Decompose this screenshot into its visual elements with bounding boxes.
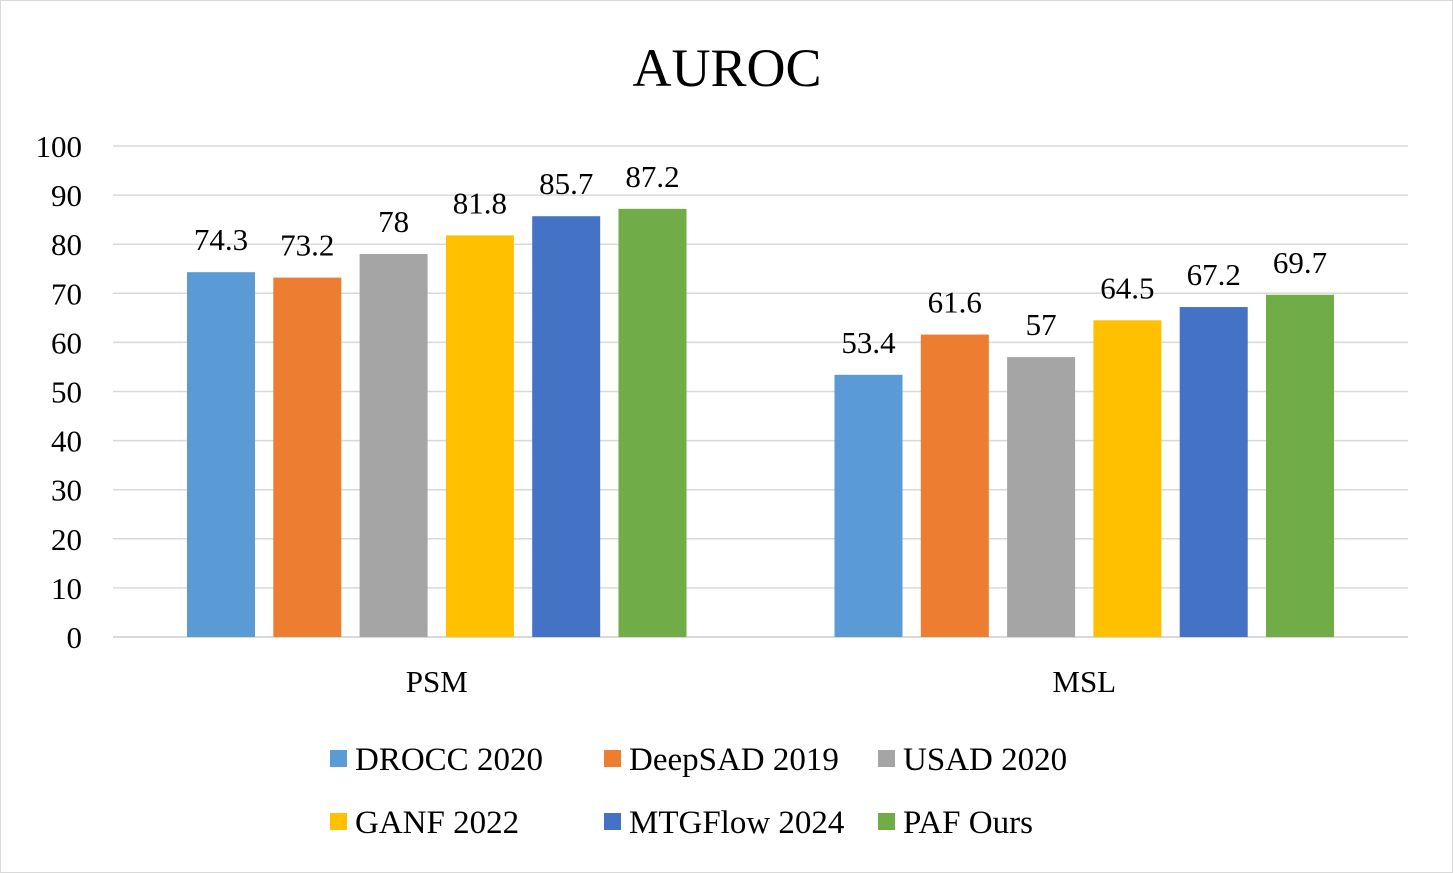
bar-deepsad-2019-psm <box>273 277 342 637</box>
y-tick-label: 50 <box>51 375 82 410</box>
data-label: 73.2 <box>280 228 334 263</box>
y-tick-label: 80 <box>51 227 82 262</box>
data-labels: 74.3 73.2 78 81.8 85.7 87.2 53.4 61.6 57 64.5 67.2… <box>194 159 1327 360</box>
bar-drocc-2020-msl <box>834 374 903 637</box>
y-tick-label: 40 <box>51 424 82 459</box>
bar-mtgflow-2024-msl <box>1179 307 1248 637</box>
data-label: 64.5 <box>1100 270 1154 305</box>
legend-label: USAD 2020 <box>903 742 1067 778</box>
data-label: 87.2 <box>625 159 679 194</box>
legend-label: DeepSAD 2019 <box>629 742 839 778</box>
bar-paf-ours-msl <box>1266 294 1334 637</box>
bar-drocc-2020-psm <box>187 272 255 637</box>
legend-swatch <box>330 813 347 830</box>
bars <box>187 208 1334 637</box>
y-tick-label: 70 <box>51 276 82 311</box>
y-tick-label: 20 <box>51 522 82 557</box>
legend-swatch <box>604 813 621 830</box>
legend-swatch <box>330 750 347 767</box>
chart-title: AUROC <box>632 38 821 98</box>
data-label: 74.3 <box>194 222 248 257</box>
bar-paf-ours-psm <box>618 208 687 637</box>
legend-swatch <box>604 750 621 767</box>
legend-label: PAF Ours <box>903 805 1033 841</box>
y-axis-ticks: 0 10 20 30 40 50 60 70 80 90 100 <box>36 129 83 655</box>
y-tick-label: 90 <box>51 178 82 213</box>
bar-ganf-2022-msl <box>1093 320 1162 637</box>
bar-mtgflow-2024-psm <box>532 216 601 637</box>
y-tick-label: 0 <box>67 620 83 655</box>
y-tick-label: 100 <box>36 129 83 164</box>
bar-deepsad-2019-msl <box>920 334 989 637</box>
legend-swatch <box>878 813 895 830</box>
data-label: 78 <box>378 204 409 239</box>
legend-label: GANF 2022 <box>355 805 519 841</box>
data-label: 69.7 <box>1273 245 1327 280</box>
bar-usad-2020-msl <box>1007 357 1076 637</box>
data-label: 57 <box>1026 307 1057 342</box>
legend-label: DROCC 2020 <box>355 742 543 778</box>
legend: DROCC 2020 DeepSAD 2019 USAD 2020 GANF 2022… <box>330 742 1067 841</box>
y-tick-label: 60 <box>51 325 82 360</box>
y-tick-label: 30 <box>51 473 82 508</box>
legend-swatch <box>878 750 895 767</box>
y-tick-label: 10 <box>51 571 82 606</box>
bar-ganf-2022-psm <box>445 235 514 637</box>
x-category-label: PSM <box>406 664 468 699</box>
bar-usad-2020-psm <box>359 254 428 637</box>
data-label: 61.6 <box>928 285 982 320</box>
x-category-label: MSL <box>1052 664 1116 699</box>
data-label: 53.4 <box>841 325 896 360</box>
legend-label: MTGFlow 2024 <box>629 805 844 841</box>
data-label: 81.8 <box>453 185 507 220</box>
data-label: 67.2 <box>1187 257 1241 292</box>
data-label: 85.7 <box>539 166 593 201</box>
x-axis-categories: PSM MSL <box>406 664 1116 699</box>
